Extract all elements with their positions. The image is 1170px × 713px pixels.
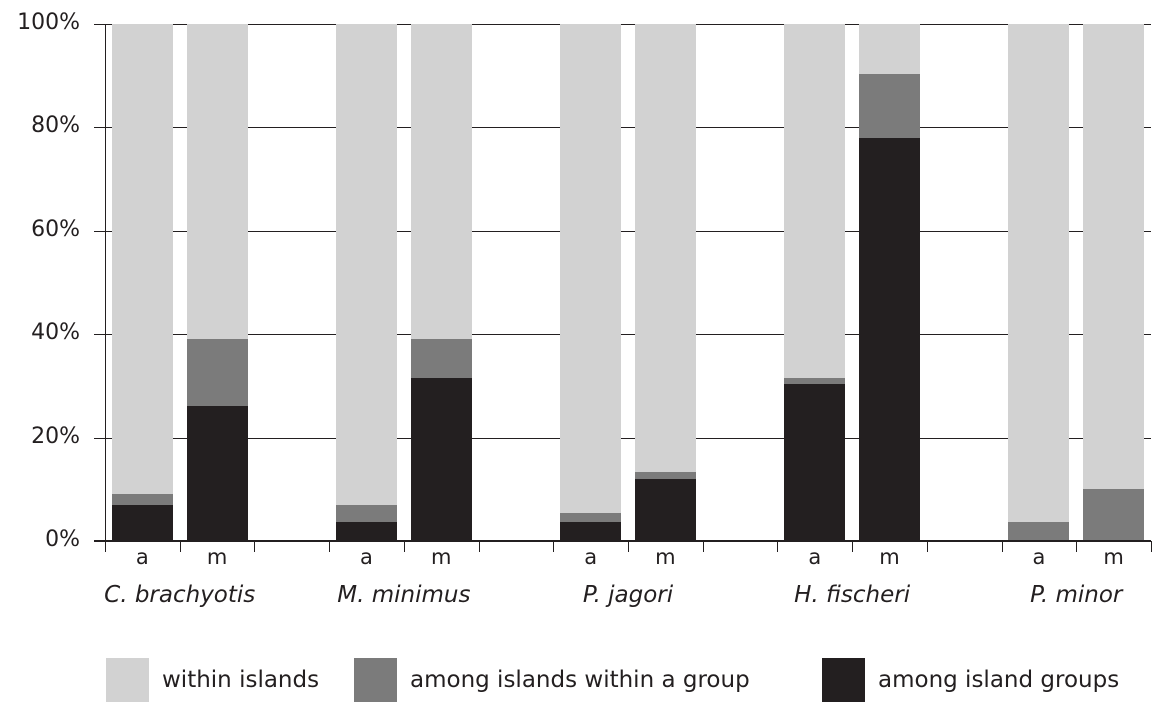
legend-label: within islands (162, 667, 320, 693)
bar-segment (634, 479, 696, 541)
bar-segment (336, 521, 397, 541)
bar-segment (859, 74, 920, 139)
bar-segment (634, 24, 696, 473)
bar-segment (560, 521, 622, 541)
x-subcategory-label: a (360, 545, 373, 569)
legend-swatch-within-islands (106, 658, 149, 702)
x-group-label: P. minor (1030, 582, 1123, 608)
legend-label: among island groups (878, 667, 1120, 693)
x-tick (479, 541, 480, 552)
x-subcategory-label: m (879, 545, 900, 569)
x-tick (329, 541, 330, 552)
x-tick (105, 541, 106, 552)
legend-item-among-islands-within-group: among islands within a group (354, 657, 750, 703)
bar-segment (560, 512, 622, 522)
bar-segment (410, 338, 472, 378)
gridline (94, 438, 1151, 439)
legend-item-among-island-groups: among island groups (822, 657, 1119, 703)
bar-segment (784, 383, 846, 541)
x-tick (777, 541, 778, 552)
legend-label: among islands within a group (410, 667, 750, 693)
y-tick-label: 100% (17, 10, 80, 35)
x-subcategory-label: a (584, 545, 598, 569)
y-tick-label: 60% (31, 217, 80, 242)
legend-swatch-among-islands-within-group (354, 658, 397, 702)
bar-segment (410, 377, 472, 541)
bar-segment (1008, 24, 1070, 522)
bar-segment (186, 338, 248, 406)
bar-segment (336, 24, 397, 505)
x-tick (1076, 541, 1077, 552)
gridline (94, 334, 1151, 335)
x-group-label: P. jagori (582, 582, 674, 608)
bar-segment (560, 24, 622, 513)
x-axis (94, 540, 1151, 542)
bar-segment (111, 504, 173, 541)
x-tick (628, 541, 629, 552)
x-subcategory-label: m (1103, 545, 1124, 569)
x-tick (553, 541, 554, 552)
legend-swatch-among-island-groups (822, 658, 865, 702)
x-subcategory-label: a (135, 545, 149, 569)
x-group-label: M. minimus (337, 582, 471, 608)
x-subcategory-label: a (808, 545, 822, 569)
x-tick (1151, 541, 1152, 552)
x-tick (404, 541, 405, 552)
bar-segment (859, 138, 920, 541)
y-axis (105, 24, 106, 552)
bar-segment (410, 24, 472, 339)
y-tick-label: 80% (31, 113, 80, 138)
x-tick (254, 541, 255, 552)
gridline (94, 231, 1151, 232)
bar-segment (186, 24, 248, 339)
bar-segment (186, 405, 248, 541)
bar-segment (1008, 521, 1070, 541)
x-group-label: C. brachyotis (104, 582, 256, 608)
y-tick-label: 40% (31, 320, 80, 345)
bar-segment (111, 493, 173, 505)
x-tick (927, 541, 928, 552)
x-subcategory-label: m (430, 545, 452, 569)
bar-segment (336, 504, 397, 522)
x-subcategory-label: m (655, 545, 676, 569)
bar-segment (1083, 24, 1145, 489)
bar-segment (111, 24, 173, 494)
bar-segment (1083, 488, 1145, 541)
x-group-label: H. fischeri (794, 582, 911, 608)
gridline (94, 24, 1151, 25)
bar-segment (634, 472, 696, 480)
x-subcategory-label: a (1032, 545, 1046, 569)
x-subcategory-label: m (206, 545, 228, 569)
bar-segment (784, 24, 846, 378)
gridline (94, 127, 1151, 128)
x-tick (180, 541, 181, 552)
x-tick (703, 541, 704, 552)
y-tick-label: 20% (31, 424, 80, 449)
legend-item-within-islands: within islands (106, 657, 319, 703)
x-tick (1002, 541, 1003, 552)
x-tick (852, 541, 853, 552)
bar-segment (859, 24, 920, 75)
bar-segment (784, 377, 846, 384)
y-tick-label: 0% (45, 527, 80, 552)
